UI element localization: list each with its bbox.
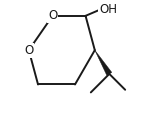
Text: O: O: [24, 44, 33, 57]
Text: OH: OH: [99, 3, 117, 16]
Text: O: O: [48, 9, 57, 22]
Polygon shape: [95, 50, 112, 75]
